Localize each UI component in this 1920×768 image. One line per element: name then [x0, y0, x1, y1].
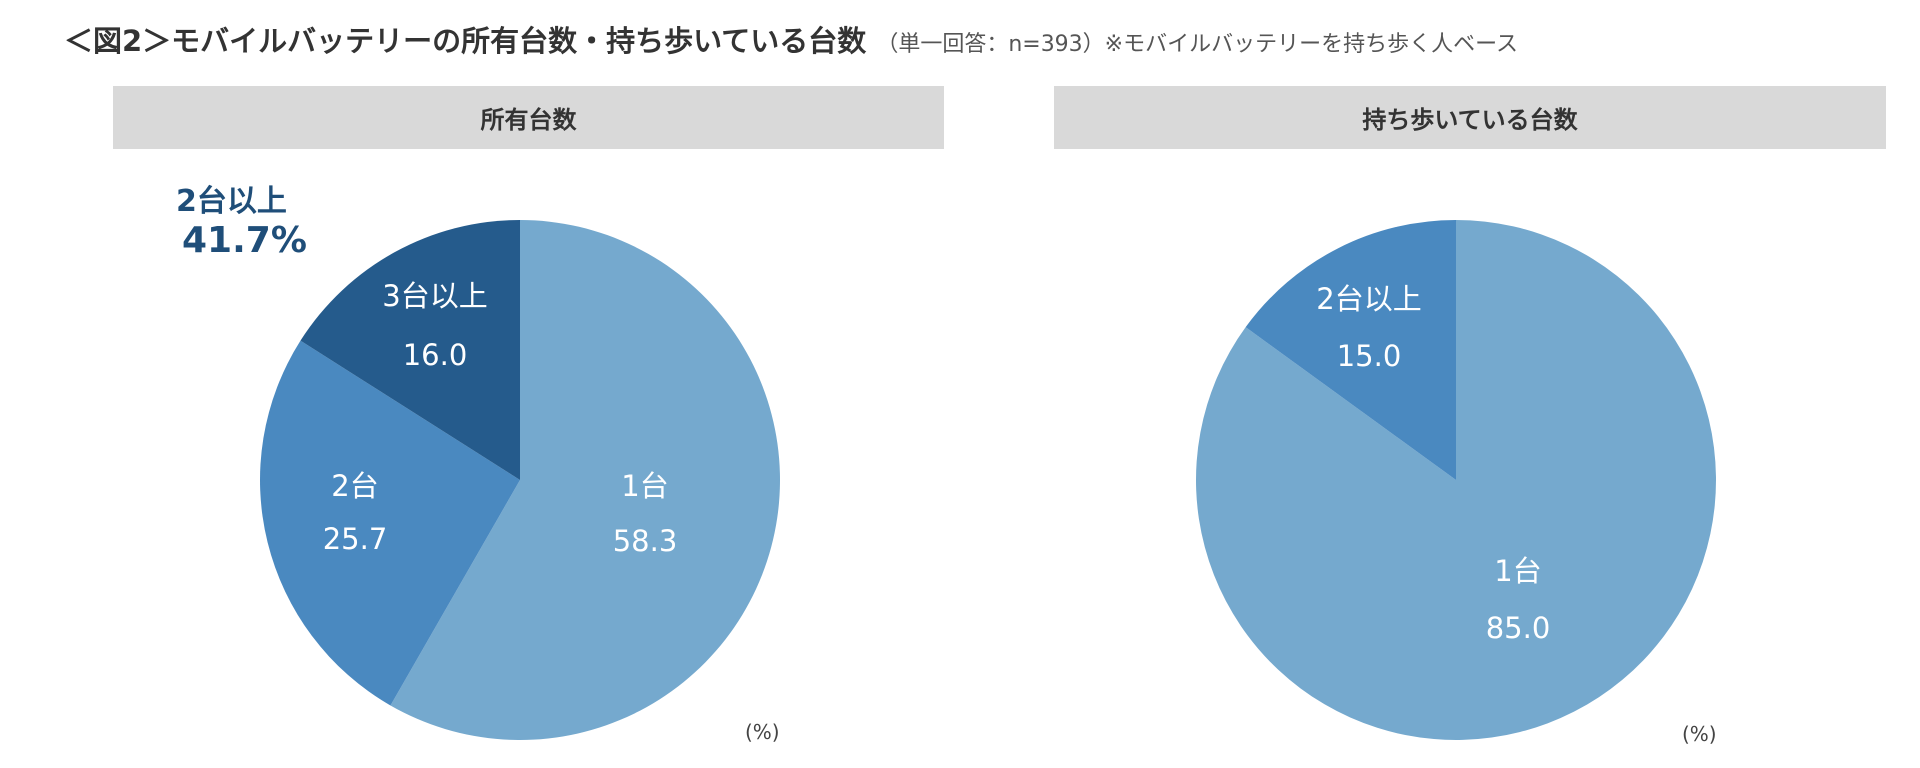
right-unit-label: (%)	[1682, 722, 1717, 746]
pie-0-value-label-0: 58.3	[613, 524, 678, 558]
pie-0-slice-2	[300, 220, 520, 480]
left-chart-title: 所有台数	[113, 86, 944, 149]
pie-1-value-label-0: 85.0	[1486, 611, 1551, 645]
callout-value: 41.7%	[182, 220, 307, 261]
figure-subtitle: （単一回答：n=393）※モバイルバッテリーを持ち歩く人ベース	[876, 32, 1519, 57]
callout-label: 2台以上	[176, 184, 287, 219]
pie-0-slice-0	[390, 220, 781, 740]
pie-0-category-label-2: 3台以上	[382, 279, 487, 313]
pie-0-category-label-0: 1台	[621, 469, 668, 503]
pie-1-value-label-1: 15.0	[1337, 339, 1402, 373]
pie-1-slice-1	[1245, 220, 1456, 480]
figure-title-main: ＜図2＞モバイルバッテリーの所有台数・持ち歩いている台数	[64, 24, 867, 58]
right-chart-title: 持ち歩いている台数	[1054, 86, 1886, 149]
pie-0-slice-1	[260, 340, 520, 706]
figure-title: ＜図2＞モバイルバッテリーの所有台数・持ち歩いている台数 （単一回答：n=393）…	[64, 18, 1518, 60]
pie-1-category-label-0: 1台	[1494, 554, 1541, 588]
pie-0-category-label-1: 2台	[331, 469, 378, 503]
left-unit-label: (%)	[745, 720, 780, 744]
pie-0-value-label-2: 16.0	[403, 338, 468, 372]
pie-0-value-label-1: 25.7	[323, 522, 388, 556]
pie-1-category-label-1: 2台以上	[1316, 282, 1421, 316]
